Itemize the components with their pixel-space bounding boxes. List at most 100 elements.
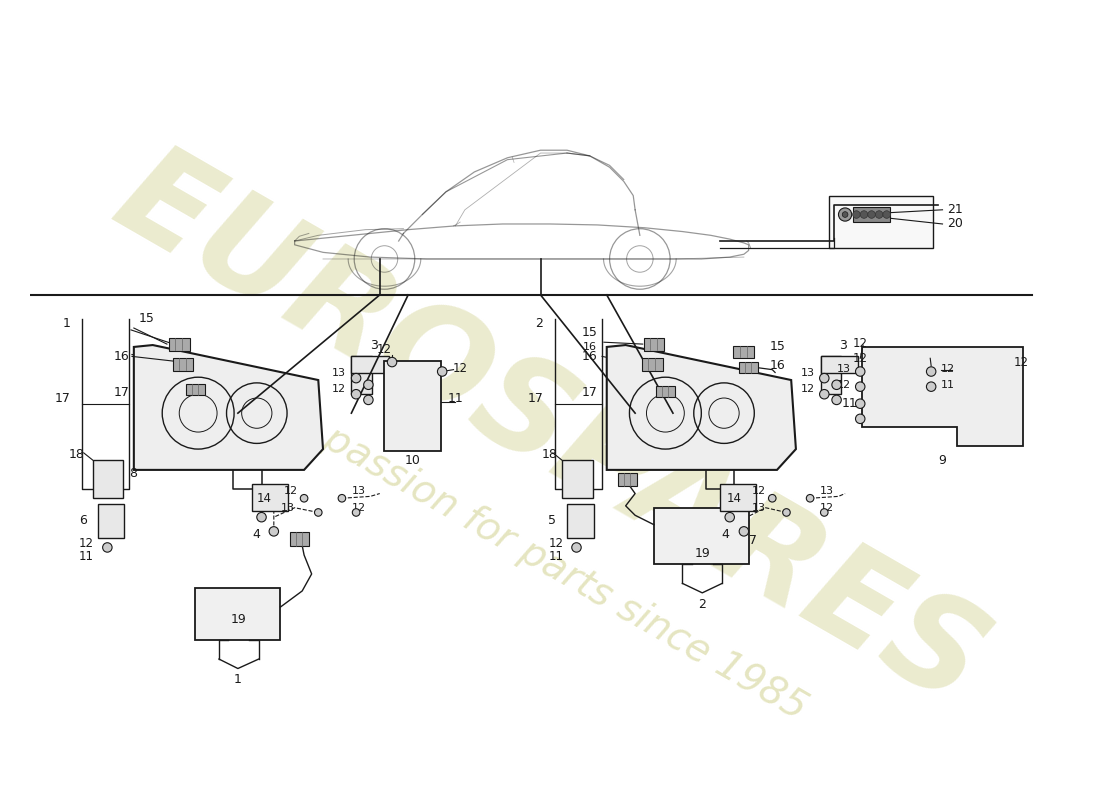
- Text: 21: 21: [947, 203, 962, 216]
- Text: 12: 12: [852, 352, 868, 365]
- Circle shape: [352, 509, 360, 516]
- Text: 3: 3: [371, 338, 378, 351]
- Bar: [168, 338, 189, 350]
- Text: 15: 15: [139, 312, 154, 325]
- Circle shape: [315, 509, 322, 516]
- Text: 11: 11: [448, 393, 463, 406]
- Text: 19: 19: [694, 546, 711, 560]
- Circle shape: [300, 494, 308, 502]
- Circle shape: [926, 382, 936, 391]
- Circle shape: [739, 526, 749, 536]
- Text: 11: 11: [842, 397, 857, 410]
- Bar: [252, 484, 288, 510]
- Bar: [829, 196, 933, 248]
- Bar: [821, 356, 858, 374]
- Circle shape: [364, 395, 373, 405]
- Text: 6: 6: [79, 514, 87, 527]
- Text: 2: 2: [698, 598, 706, 610]
- Circle shape: [769, 494, 777, 502]
- Circle shape: [856, 414, 865, 423]
- Text: 12: 12: [284, 486, 298, 496]
- Bar: [644, 338, 664, 350]
- Text: 20: 20: [947, 218, 964, 230]
- Bar: [290, 532, 309, 546]
- Text: 13: 13: [751, 502, 766, 513]
- Circle shape: [256, 513, 266, 522]
- Bar: [351, 356, 389, 374]
- Text: 9: 9: [938, 454, 946, 467]
- Bar: [196, 588, 280, 640]
- Text: 11: 11: [548, 550, 563, 563]
- Text: 1: 1: [63, 317, 70, 330]
- Circle shape: [438, 366, 447, 376]
- Circle shape: [883, 210, 891, 218]
- Text: 12: 12: [801, 383, 815, 394]
- Bar: [98, 504, 124, 538]
- Circle shape: [351, 390, 361, 399]
- Circle shape: [856, 399, 865, 409]
- Text: 3: 3: [839, 338, 847, 351]
- Polygon shape: [862, 347, 1023, 446]
- Circle shape: [102, 542, 112, 552]
- Circle shape: [852, 210, 860, 218]
- Text: 12: 12: [452, 362, 468, 375]
- Circle shape: [783, 509, 790, 516]
- Text: 12: 12: [331, 383, 345, 394]
- Text: 16: 16: [113, 350, 129, 363]
- Polygon shape: [607, 345, 796, 470]
- Circle shape: [926, 366, 936, 376]
- Text: EUROSPARES: EUROSPARES: [94, 132, 1007, 732]
- Text: 16: 16: [583, 342, 597, 352]
- Circle shape: [351, 374, 361, 383]
- Text: 12: 12: [351, 502, 365, 513]
- Text: 17: 17: [55, 393, 70, 406]
- Text: 15: 15: [582, 326, 597, 339]
- Circle shape: [806, 494, 814, 502]
- Circle shape: [387, 358, 397, 366]
- Text: 19: 19: [231, 613, 246, 626]
- Text: 12: 12: [377, 343, 392, 356]
- Circle shape: [868, 210, 876, 218]
- Text: 14: 14: [727, 492, 741, 505]
- Text: 11: 11: [940, 380, 955, 390]
- Text: 12: 12: [852, 337, 868, 350]
- Bar: [734, 346, 755, 358]
- Text: 14: 14: [257, 492, 272, 505]
- Circle shape: [860, 210, 868, 218]
- Text: 12: 12: [940, 364, 955, 374]
- Text: 13: 13: [280, 502, 295, 513]
- Circle shape: [364, 380, 373, 390]
- Circle shape: [832, 395, 842, 405]
- Text: 12: 12: [820, 502, 834, 513]
- Text: 12: 12: [837, 380, 850, 390]
- Text: 11: 11: [79, 550, 95, 563]
- Bar: [821, 356, 842, 394]
- Circle shape: [838, 208, 851, 221]
- Text: 5: 5: [548, 514, 556, 527]
- Bar: [173, 358, 194, 370]
- Bar: [186, 384, 205, 395]
- Text: 18: 18: [541, 448, 558, 462]
- Bar: [720, 484, 756, 510]
- Bar: [739, 362, 758, 374]
- Text: 1: 1: [234, 674, 242, 686]
- Text: 12: 12: [79, 537, 95, 550]
- Text: 8: 8: [129, 467, 138, 480]
- Text: 13: 13: [801, 369, 815, 378]
- Circle shape: [856, 366, 865, 376]
- Circle shape: [572, 542, 581, 552]
- Circle shape: [832, 380, 842, 390]
- Bar: [351, 356, 372, 394]
- Text: 12: 12: [751, 486, 766, 496]
- Text: 15: 15: [769, 341, 785, 354]
- Bar: [385, 361, 441, 451]
- Text: 12: 12: [548, 537, 563, 550]
- Circle shape: [876, 210, 883, 218]
- Text: a passion for parts since 1985: a passion for parts since 1985: [286, 402, 814, 728]
- Bar: [566, 504, 594, 538]
- Text: 7: 7: [749, 534, 757, 547]
- Circle shape: [821, 509, 828, 516]
- Text: 17: 17: [528, 393, 543, 406]
- Text: 16: 16: [582, 350, 597, 363]
- Bar: [94, 461, 123, 498]
